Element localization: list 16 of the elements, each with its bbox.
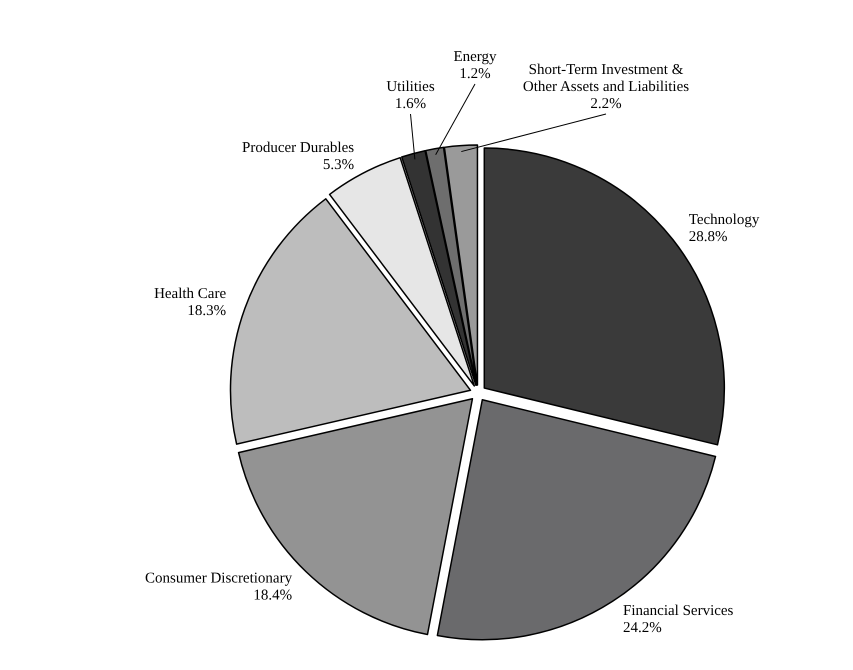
slice-label: Utilities bbox=[386, 79, 435, 95]
data-label: 5.3% bbox=[322, 156, 354, 173]
slice-label: Consumer Discretionary bbox=[145, 570, 293, 587]
data-label: 1.6% bbox=[394, 96, 426, 112]
data-label: 2.2% bbox=[590, 96, 622, 112]
slice-label: Producer Durables bbox=[242, 140, 354, 156]
data-label: 28.8% bbox=[688, 228, 728, 245]
slice-label: Short-Term Investment & Other Assets and Liabilities bbox=[522, 62, 690, 95]
data-label: 24.2% bbox=[623, 620, 662, 636]
slice-label: Health Care bbox=[154, 286, 226, 302]
data-label: 1.2% bbox=[459, 66, 491, 82]
data-label: 18.3% bbox=[187, 302, 226, 319]
slice-label: Energy bbox=[453, 49, 498, 65]
slice-label: Technology bbox=[688, 212, 760, 228]
slice-label: Financial Services bbox=[623, 602, 734, 619]
data-label: 18.4% bbox=[253, 588, 292, 604]
